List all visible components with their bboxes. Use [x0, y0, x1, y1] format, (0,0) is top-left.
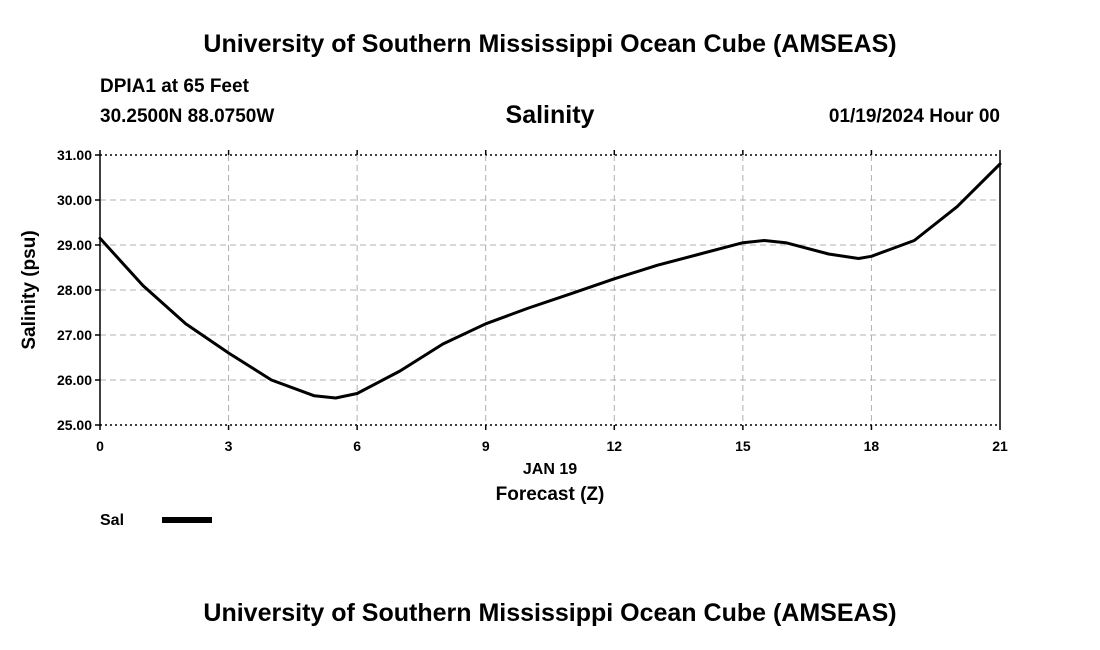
- x-axis-label: Forecast (Z): [496, 484, 605, 505]
- x-date-label: JAN 19: [523, 461, 577, 478]
- chart-title-bottom: University of Southern Mississippi Ocean…: [203, 599, 897, 627]
- y-tick-label: 27.00: [57, 327, 92, 343]
- axes: 25.00 26.00 27.00 28.00 29.00 30.00 31.00 0 3 6 9 1…: [57, 147, 1008, 454]
- y-tick-label: 26.00: [57, 372, 92, 388]
- coordinates-label: 30.2500N 88.0750W: [100, 106, 275, 127]
- series-line-sal: [98, 162, 1002, 400]
- x-tick-label: 0: [96, 438, 104, 454]
- y-tick-label: 30.00: [57, 192, 92, 208]
- y-tick-label: 31.00: [57, 147, 92, 163]
- legend-label-sal: Sal: [100, 512, 124, 529]
- axis-labels: JAN 19 Forecast (Z) Salinity (psu): [19, 230, 604, 505]
- x-tick-label: 6: [353, 438, 361, 454]
- series: [98, 162, 1002, 400]
- y-tick-label: 25.00: [57, 417, 92, 433]
- legend: Sal: [100, 512, 212, 529]
- x-tick-label: 18: [864, 438, 880, 454]
- y-tick-label: 29.00: [57, 237, 92, 253]
- chart-subtitle: Salinity: [505, 101, 595, 129]
- y-tick-label: 28.00: [57, 282, 92, 298]
- y-axis-label: Salinity (psu): [19, 230, 40, 349]
- x-tick-label: 21: [992, 438, 1008, 454]
- x-tick-label: 9: [482, 438, 490, 454]
- grid: [100, 154, 1000, 426]
- station-label: DPIA1 at 65 Feet: [100, 76, 249, 97]
- x-tick-label: 12: [606, 438, 622, 454]
- chart-title-top: University of Southern Mississippi Ocean…: [203, 30, 897, 58]
- datetime-label: 01/19/2024 Hour 00: [828, 106, 1000, 127]
- x-tick-label: 3: [225, 438, 233, 454]
- x-tick-label: 15: [735, 438, 751, 454]
